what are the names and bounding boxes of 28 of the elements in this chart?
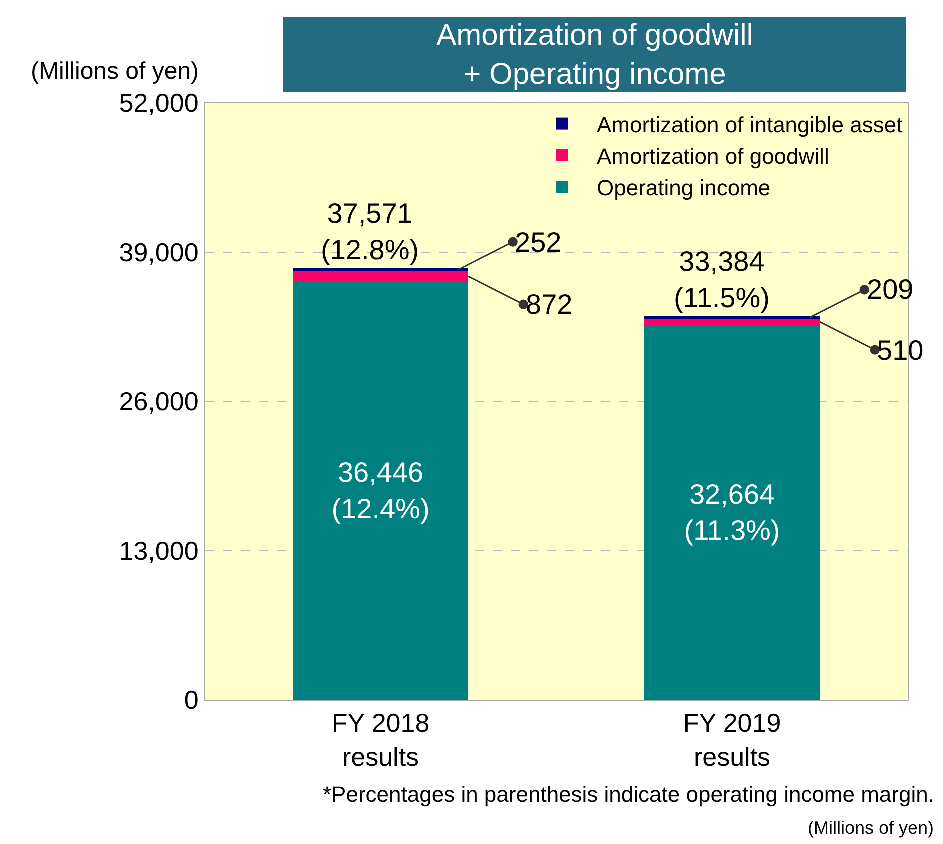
- legend-label: Amortization of goodwill: [597, 144, 830, 169]
- data-label: 36,446 (12.4%): [332, 457, 430, 524]
- chart-title: Amortization of goodwill + Operating income: [436, 19, 754, 91]
- bar: [292, 282, 469, 700]
- data-label: 252: [515, 227, 562, 258]
- y-tick-label: 13,000: [119, 536, 199, 566]
- bar: [292, 272, 469, 282]
- data-label: 510: [877, 335, 924, 366]
- text: (Millions of yen): [808, 818, 934, 838]
- y-tick-label: 39,000: [119, 237, 199, 268]
- y-axis-title: (Millions of yen): [31, 58, 200, 85]
- total-label: 37,571 (12.8%): [321, 198, 420, 266]
- total-label: 33,384 (11.5%): [674, 246, 770, 314]
- data-label: 32,664 (11.3%): [684, 478, 780, 546]
- bar: [644, 316, 820, 320]
- legend-label: Operating income: [597, 176, 771, 201]
- text: *Percentages in parenthesis indicate operating income margin.: [323, 782, 934, 807]
- data-label: 872: [526, 289, 573, 320]
- bar: [292, 268, 469, 272]
- y-tick-label: 0: [184, 685, 199, 716]
- legend-label: Amortization of intangible asset: [597, 112, 903, 138]
- bar: [644, 319, 820, 325]
- x-tick-label: FY 2018 results: [332, 708, 430, 772]
- y-tick-label: 52,000: [119, 88, 199, 118]
- bar: [644, 324, 820, 700]
- x-tick-label: FY 2019 results: [683, 708, 782, 772]
- data-label: 209: [867, 274, 914, 305]
- y-tick-label: 26,000: [119, 386, 199, 417]
